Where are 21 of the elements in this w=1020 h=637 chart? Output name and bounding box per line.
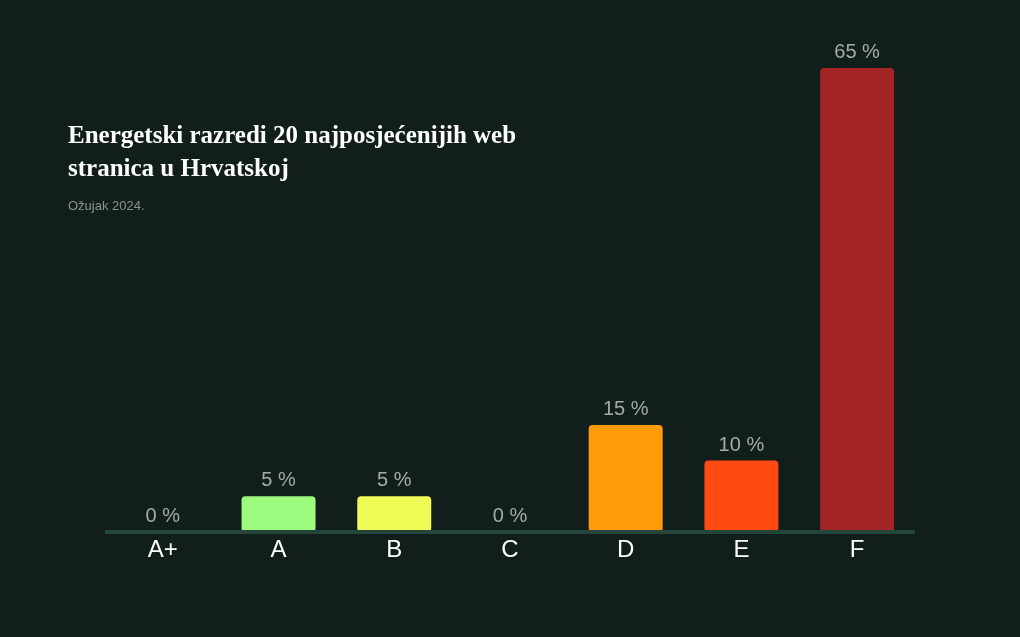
data-label: 65 % [834, 40, 881, 62]
x-tick-label: E [733, 535, 750, 563]
x-tick-label: A [270, 535, 287, 563]
x-tick-label: A+ [147, 535, 178, 563]
data-label: 5 % [377, 468, 412, 491]
x-tick-label: F [849, 535, 865, 563]
bar [241, 496, 316, 532]
bar [357, 496, 432, 532]
data-label: 5 % [261, 468, 296, 491]
bar [588, 424, 663, 532]
text: Ožujak 2024. [68, 198, 145, 213]
x-tick-label: B [386, 535, 403, 563]
x-tick-label: C [501, 535, 519, 563]
data-label: 0 % [145, 504, 181, 526]
text: Energetski razredi 20 najposjećenijih web stranica u Hrvatskoj [68, 120, 518, 183]
bar [704, 460, 779, 532]
data-label: 0 % [492, 504, 528, 526]
data-label: 10 % [718, 432, 765, 455]
bar [820, 68, 895, 532]
x-tick-label: D [617, 535, 635, 563]
data-label: 15 % [602, 396, 649, 419]
